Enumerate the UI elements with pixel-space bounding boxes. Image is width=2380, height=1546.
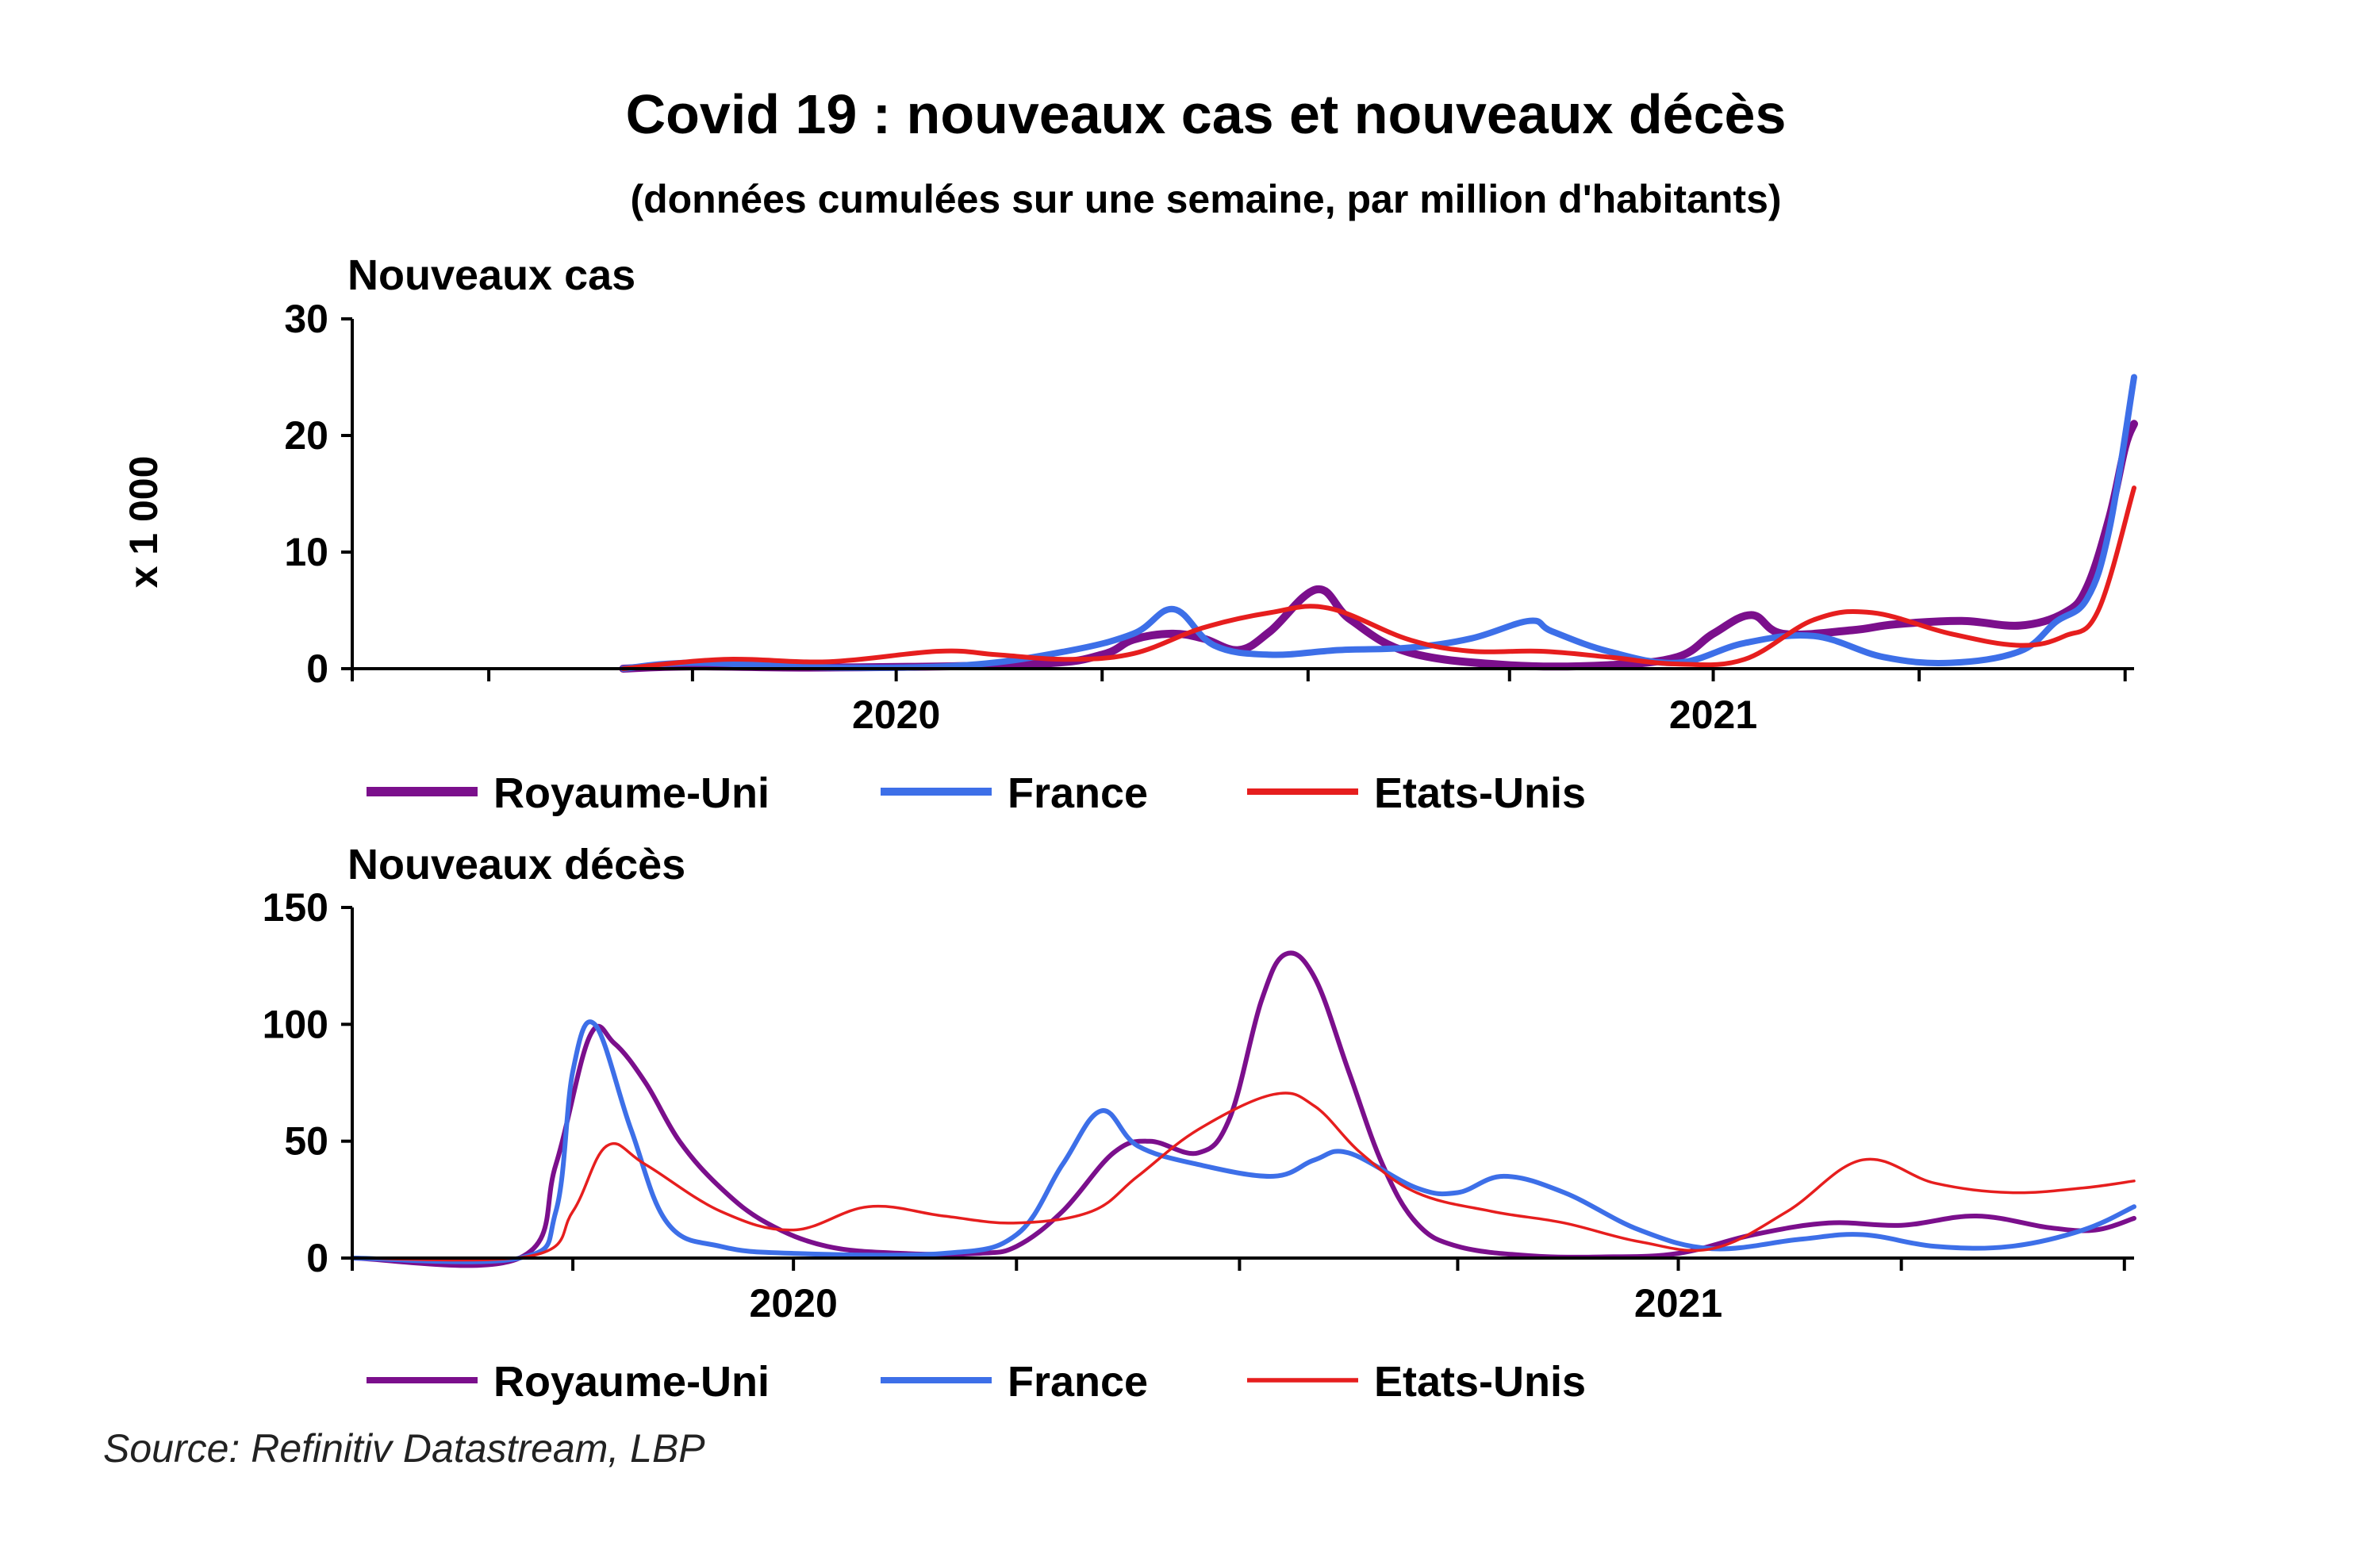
cases-panel: Nouveaux cas x 1 000 Royaume-Uni France Et… — [121, 251, 2138, 817]
cases-series-line-france — [620, 374, 2137, 672]
deaths-x-tick-label: 2021 — [1634, 1281, 1722, 1325]
deaths-y-tick-label: 150 — [263, 885, 328, 930]
deaths-series-line-etats-unis — [351, 1091, 2136, 1262]
deaths-y-tick-label: 0 — [306, 1236, 328, 1280]
deaths-panel: Nouveaux décès Royaume-Uni France Etats-Un… — [263, 841, 2136, 1406]
cases-x-tick-label: 2020 — [852, 692, 940, 737]
cases-series-line-etats-unis — [620, 485, 2136, 671]
cases-legend-label: Etats-Unis — [1374, 769, 1586, 817]
cases-legend: Royaume-Uni France Etats-Unis — [367, 769, 1586, 817]
deaths-x-tick-label: 2020 — [750, 1281, 838, 1325]
cases-panel-title: Nouveaux cas — [347, 251, 635, 299]
source-note: Source: Refinitiv Datastream, LBP — [103, 1426, 705, 1471]
cases-y-tick-label: 20 — [284, 413, 328, 458]
deaths-legend-label: Royaume-Uni — [493, 1358, 770, 1406]
cases-legend-label: Royaume-Uni — [493, 769, 770, 817]
cases-legend-label: France — [1008, 769, 1148, 817]
deaths-series-line-royaume-uni — [350, 950, 2136, 1268]
chart-subtitle: (données cumulées sur une semaine, par m… — [630, 177, 1781, 221]
deaths-y-tick-label: 50 — [284, 1119, 328, 1164]
cases-y-unit-label: x 1 000 — [121, 456, 166, 589]
deaths-panel-title: Nouveaux décès — [347, 841, 685, 888]
cases-y-tick-label: 10 — [284, 530, 328, 574]
cases-x-tick-label: 2021 — [1669, 692, 1757, 737]
deaths-legend-label: France — [1008, 1358, 1148, 1406]
cases-y-tick-label: 0 — [306, 646, 328, 691]
cases-series-line-royaume-uni — [619, 420, 2138, 673]
cases-y-tick-label: 30 — [284, 297, 328, 341]
deaths-legend: Royaume-Uni France Etats-Unis — [367, 1358, 1586, 1406]
deaths-series-line-france — [350, 1019, 2136, 1264]
chart-title: Covid 19 : nouveaux cas et nouveaux décè… — [626, 83, 1787, 145]
deaths-legend-label: Etats-Unis — [1374, 1358, 1586, 1406]
deaths-y-tick-label: 100 — [263, 1002, 328, 1046]
